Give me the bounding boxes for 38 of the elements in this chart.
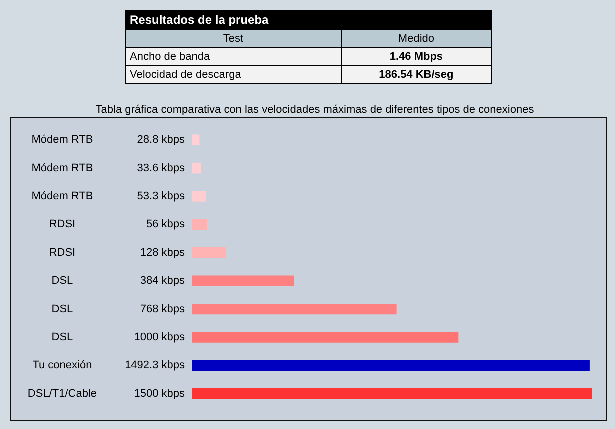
text: Ancho de banda: [126, 48, 342, 66]
y-tick-label: DSL: [52, 303, 74, 316]
y-tick-label: RDSI: [49, 246, 76, 259]
y-tick-label: DSL: [52, 275, 74, 288]
text: Resultados de la prueba: [126, 10, 492, 30]
chart-title: Tabla gráfica comparativa con las velocidades máximas de diferentes tipos de conexiones: [94, 104, 536, 116]
y-tick-label: RDSI: [49, 218, 76, 231]
data-label: 56 kbps: [146, 218, 186, 231]
y-tick-label: DSL/T1/Cable: [28, 388, 98, 400]
data-label: 33.6 kbps: [137, 162, 186, 174]
bar: [192, 388, 592, 400]
bar: [192, 162, 201, 174]
text: 1.46 Mbps: [341, 48, 492, 66]
y-tick-label: Tu conexión: [32, 360, 92, 372]
data-label: 1492.3 kbps: [125, 360, 186, 372]
y-tick-label: Módem RTB: [32, 134, 94, 146]
y-tick-label: Módem RTB: [32, 162, 94, 174]
bar: [192, 191, 206, 202]
data-label: 128 kbps: [140, 246, 186, 259]
data-label: 1000 kbps: [134, 332, 186, 344]
bar: [192, 248, 226, 258]
y-tick-label: DSL: [52, 332, 74, 344]
data-label: 28.8 kbps: [137, 134, 186, 146]
text: Velocidad de descarga: [126, 66, 342, 84]
data-label: 53.3 kbps: [137, 190, 186, 203]
bar: [192, 332, 459, 343]
bar: [192, 304, 397, 315]
text: Medido: [341, 30, 492, 48]
bar: [192, 360, 590, 372]
text: 186.54 KB/seg: [341, 66, 492, 84]
data-label: 1500 kbps: [134, 388, 186, 400]
data-label: 384 kbps: [140, 275, 186, 288]
y-tick-label: Módem RTB: [32, 190, 94, 203]
data-label: 768 kbps: [140, 303, 186, 316]
text: Test: [126, 30, 342, 48]
bar: [192, 276, 294, 286]
bar: [192, 134, 200, 146]
bar: [192, 219, 207, 230]
